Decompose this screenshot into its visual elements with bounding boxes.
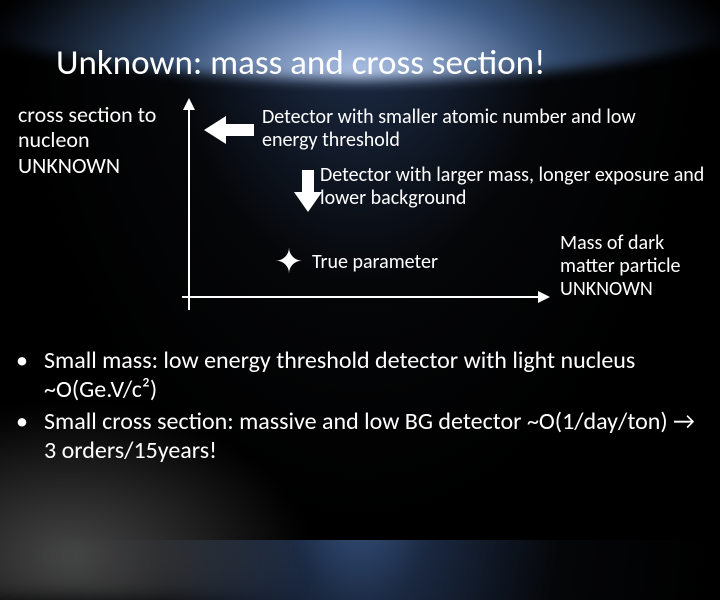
x-axis-label: Mass of dark matter particle UNKNOWN bbox=[560, 232, 710, 301]
page-title: Unknown: mass and cross section! bbox=[56, 42, 545, 84]
star-marker-icon: ✦ bbox=[274, 248, 304, 278]
y-axis bbox=[188, 100, 190, 310]
x-axis bbox=[182, 296, 548, 298]
annotation-smaller-detector: Detector with smaller atomic number and … bbox=[262, 106, 662, 152]
bullet-text: Small cross section: massive and low BG … bbox=[44, 407, 706, 466]
true-parameter-label: True parameter bbox=[312, 250, 438, 274]
list-item: • Small cross section: massive and low B… bbox=[16, 407, 706, 466]
arrow-left-icon bbox=[204, 118, 254, 142]
arrow-down-icon bbox=[296, 170, 320, 212]
y-axis-label: cross section to nucleon UNKNOWN bbox=[18, 102, 178, 178]
bullet-text: Small mass: low energy threshold detecto… bbox=[44, 346, 706, 405]
bullet-list: • Small mass: low energy threshold detec… bbox=[16, 346, 706, 467]
annotation-larger-detector: Detector with larger mass, longer exposu… bbox=[320, 164, 720, 210]
list-item: • Small mass: low energy threshold detec… bbox=[16, 346, 706, 405]
